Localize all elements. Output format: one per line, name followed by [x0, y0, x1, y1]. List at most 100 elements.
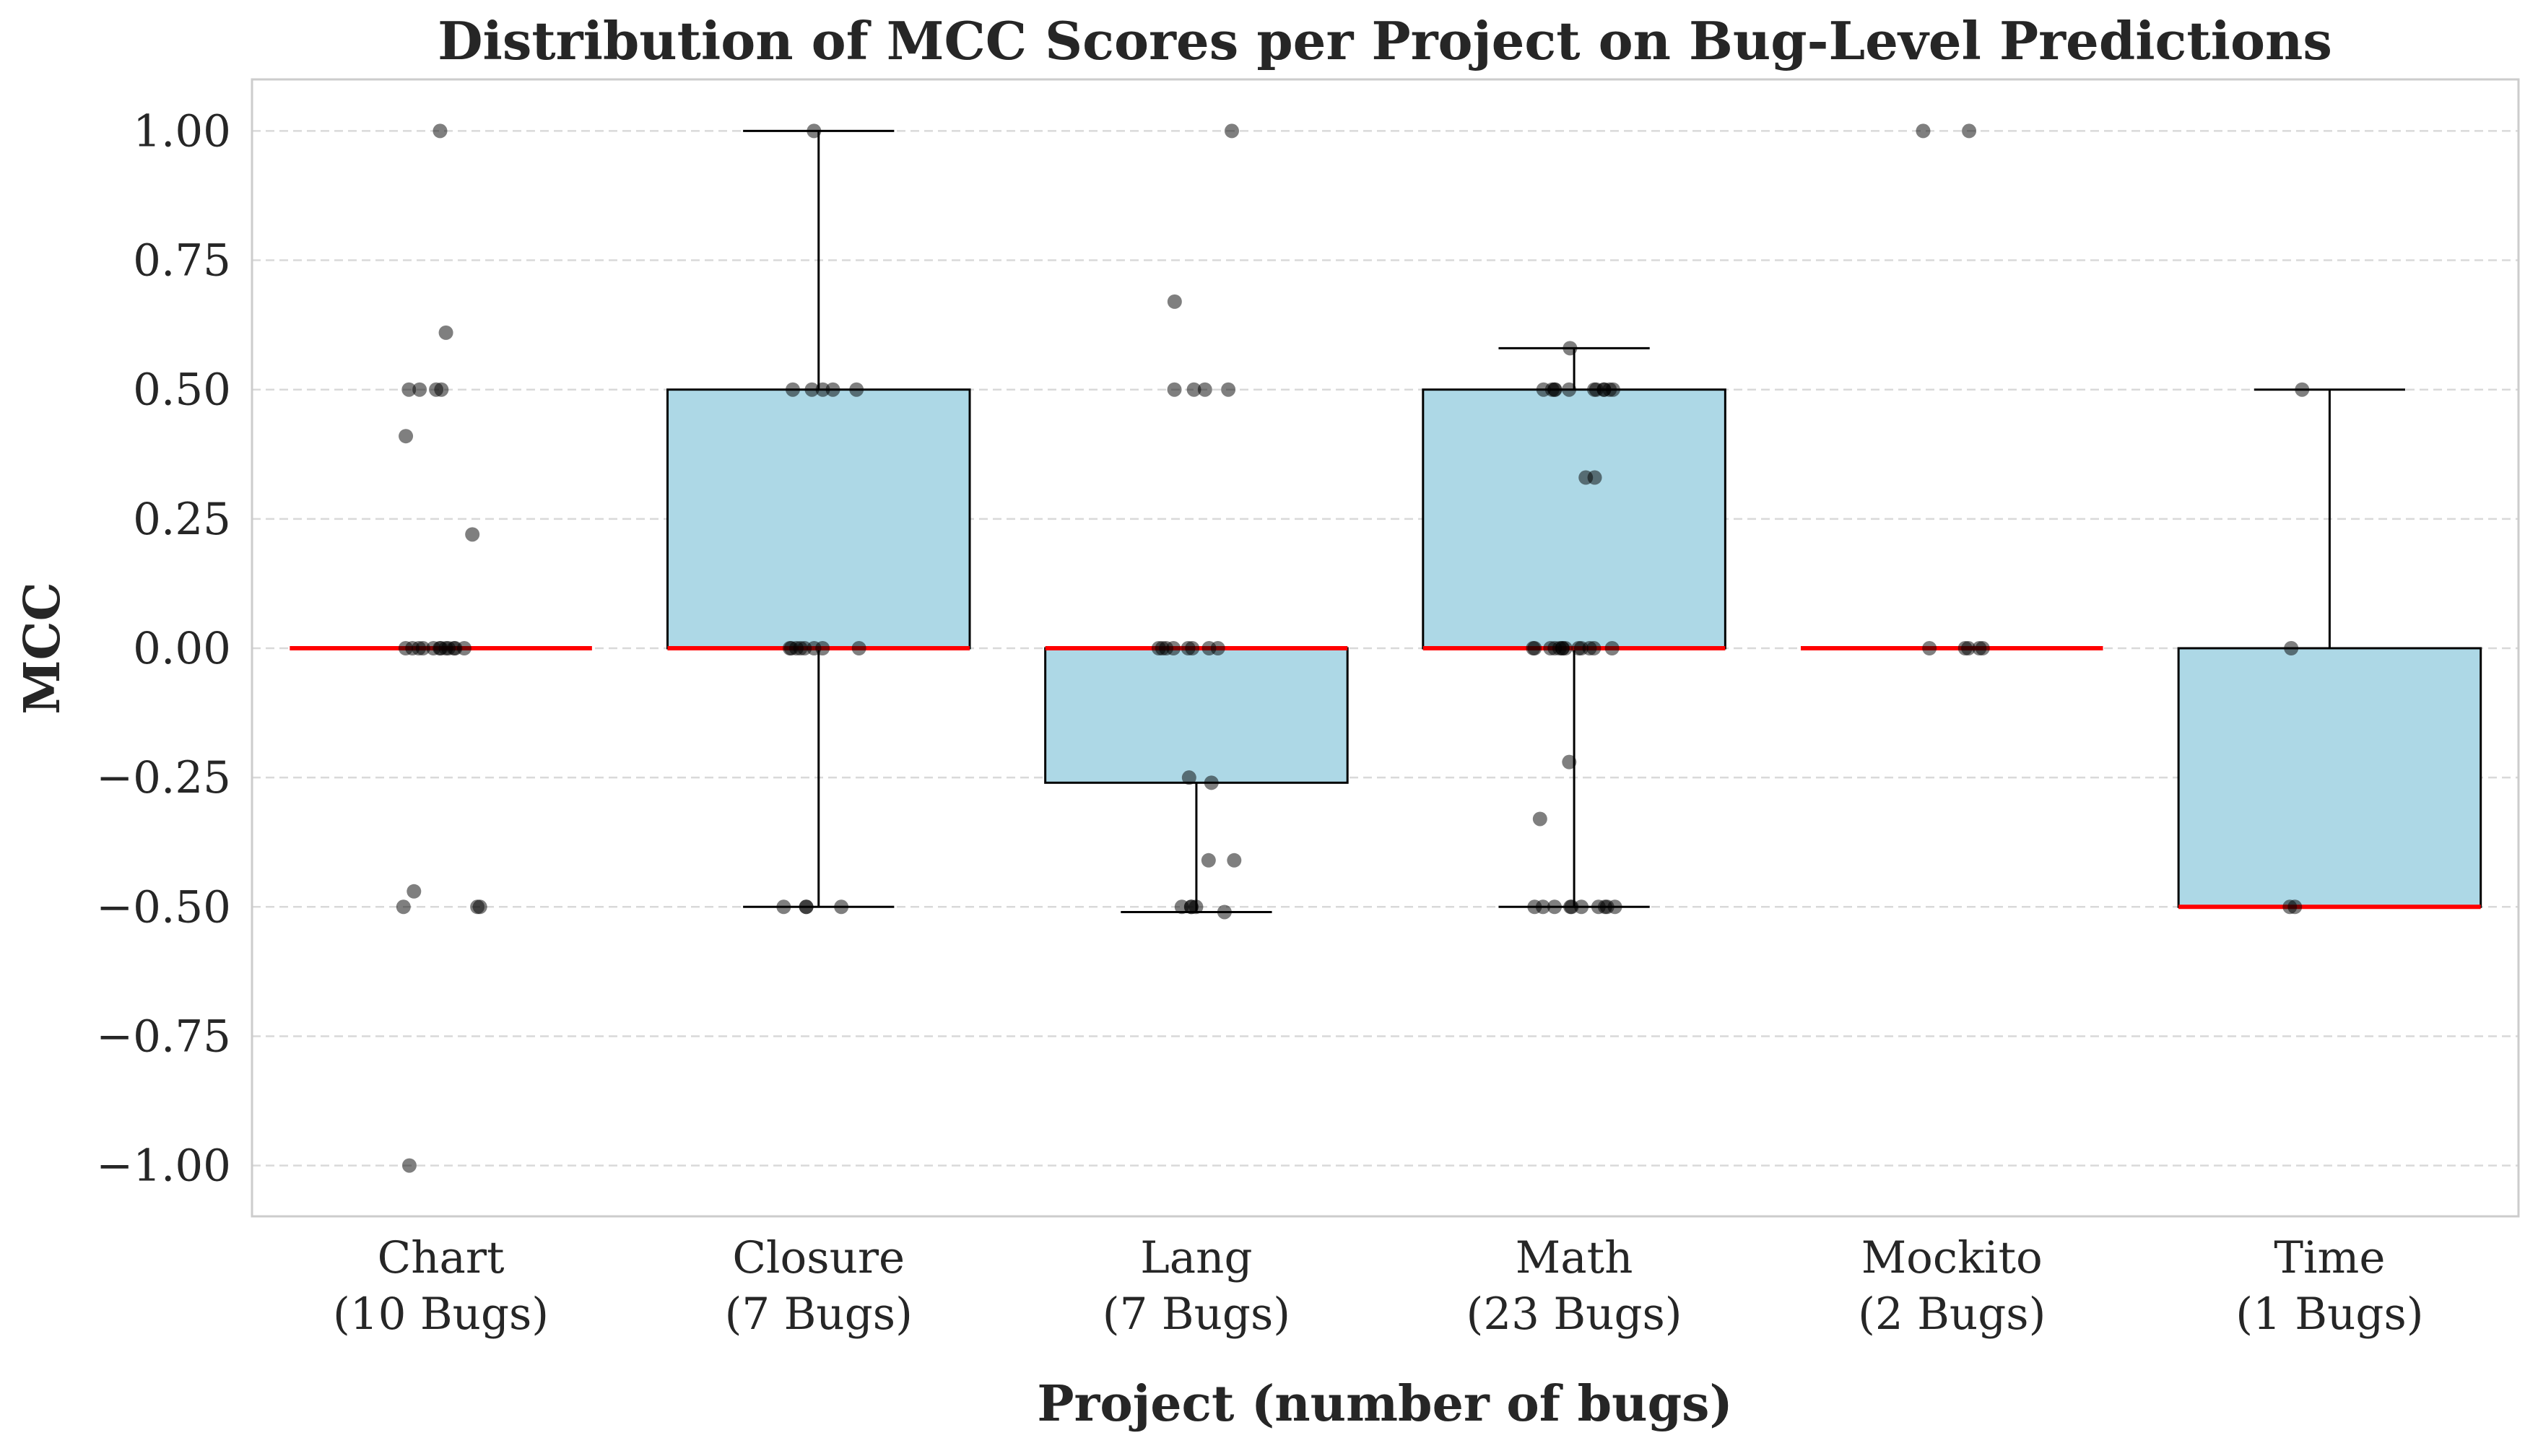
data-point — [1604, 641, 1620, 655]
data-point — [1217, 904, 1232, 920]
x-tick-label-line: (23 Bugs) — [1466, 1289, 1682, 1340]
data-point — [815, 382, 830, 397]
data-point — [1526, 641, 1541, 655]
data-point — [1151, 641, 1166, 655]
data-point — [799, 899, 814, 915]
data-point — [2295, 382, 2310, 397]
data-point — [1922, 641, 1937, 655]
x-tick-label-line: Chart — [378, 1232, 505, 1283]
data-point — [804, 382, 820, 397]
x-tick-label: Chart (10 Bugs) — [333, 1232, 549, 1340]
box-group — [666, 129, 971, 908]
x-tick-label-line: Math — [1516, 1232, 1633, 1283]
chart-title: Distribution of MCC Scores per Project o… — [438, 10, 2332, 71]
data-point — [434, 382, 449, 397]
data-point — [396, 899, 411, 915]
data-point — [1197, 382, 1212, 397]
y-tick-label: 1.00 — [133, 105, 231, 157]
data-point — [1547, 899, 1562, 915]
x-tick-label: Lang (7 Bugs) — [1103, 1232, 1290, 1340]
data-point — [1167, 382, 1182, 397]
y-tick-labels: 1.00 0.75 0.50 0.25 0.00 −0.25 −0.50 −0.75 −1.00 — [96, 105, 231, 1191]
data-point — [399, 429, 414, 444]
data-point — [1183, 899, 1199, 915]
data-point — [1972, 641, 1987, 655]
data-point — [807, 123, 822, 139]
data-point — [1578, 470, 1594, 485]
box — [1422, 388, 1726, 650]
data-point — [465, 527, 480, 542]
data-point — [1201, 641, 1217, 655]
y-tick-label: 0.25 — [133, 494, 231, 545]
y-tick-label: −1.00 — [96, 1141, 231, 1192]
x-tick-label-line: Lang — [1140, 1232, 1252, 1283]
y-tick-label: −0.25 — [96, 752, 231, 803]
data-point — [2282, 899, 2298, 915]
data-point — [1536, 382, 1551, 397]
data-point — [776, 899, 791, 915]
data-point — [797, 641, 812, 655]
x-tick-label-line: (7 Bugs) — [1103, 1289, 1290, 1340]
data-point — [1532, 811, 1547, 827]
box — [2177, 647, 2482, 908]
data-point — [2284, 641, 2299, 655]
data-point — [1186, 382, 1201, 397]
x-tick-label-line: Mockito — [1861, 1232, 2043, 1283]
data-point — [1596, 382, 1612, 397]
x-tick-label-line: (1 Bugs) — [2235, 1289, 2423, 1340]
data-point — [1562, 382, 1577, 397]
data-point — [851, 641, 866, 655]
box-layer — [290, 129, 2482, 913]
box-group — [1044, 646, 1349, 913]
data-point — [438, 325, 453, 340]
box — [666, 388, 971, 650]
x-tick-label-line: Time — [2274, 1232, 2385, 1283]
data-point — [1586, 641, 1602, 655]
data-point — [1564, 899, 1579, 915]
x-tick-label-line: (7 Bugs) — [725, 1289, 913, 1340]
data-point — [1573, 641, 1589, 655]
data-point — [1221, 382, 1236, 397]
x-tick-label-line: (10 Bugs) — [333, 1289, 549, 1340]
x-tick-label: Mockito (2 Bugs) — [1858, 1232, 2046, 1340]
data-point — [1555, 641, 1570, 655]
data-point — [1563, 341, 1578, 356]
data-point — [472, 899, 487, 915]
x-axis-label: Project (number of bugs) — [1037, 1375, 1732, 1433]
data-point — [1547, 382, 1563, 397]
data-point — [433, 123, 448, 139]
data-point — [834, 899, 849, 915]
data-point — [1204, 775, 1219, 790]
data-point — [1224, 123, 1239, 139]
data-point — [1167, 294, 1182, 309]
plot-frame — [251, 78, 2520, 1218]
data-point — [825, 382, 840, 397]
data-point — [1562, 754, 1577, 770]
data-point — [785, 382, 800, 397]
grid-layer — [252, 130, 2519, 1167]
data-point — [849, 382, 864, 397]
data-point — [1227, 853, 1242, 868]
data-point — [405, 641, 420, 655]
y-tick-label: −0.50 — [96, 881, 231, 933]
data-point — [815, 641, 830, 655]
x-tick-label: Time (1 Bugs) — [2235, 1232, 2423, 1340]
x-tick-label-line: Closure — [732, 1232, 905, 1283]
data-point — [1181, 770, 1196, 785]
data-point — [412, 382, 427, 397]
data-point — [401, 1158, 417, 1173]
data-point — [782, 641, 797, 655]
data-point — [1527, 899, 1542, 915]
data-point — [1962, 123, 1977, 139]
y-tick-label: 0.75 — [133, 235, 231, 287]
box-group — [2177, 388, 2482, 910]
point-layer — [396, 123, 2310, 1173]
data-point — [1916, 123, 1931, 139]
data-point — [1957, 641, 1973, 655]
box-group — [1422, 346, 1726, 908]
data-point — [1166, 641, 1181, 655]
box — [1044, 647, 1349, 784]
data-point — [401, 382, 417, 397]
x-tick-label-line: (2 Bugs) — [1858, 1289, 2046, 1340]
